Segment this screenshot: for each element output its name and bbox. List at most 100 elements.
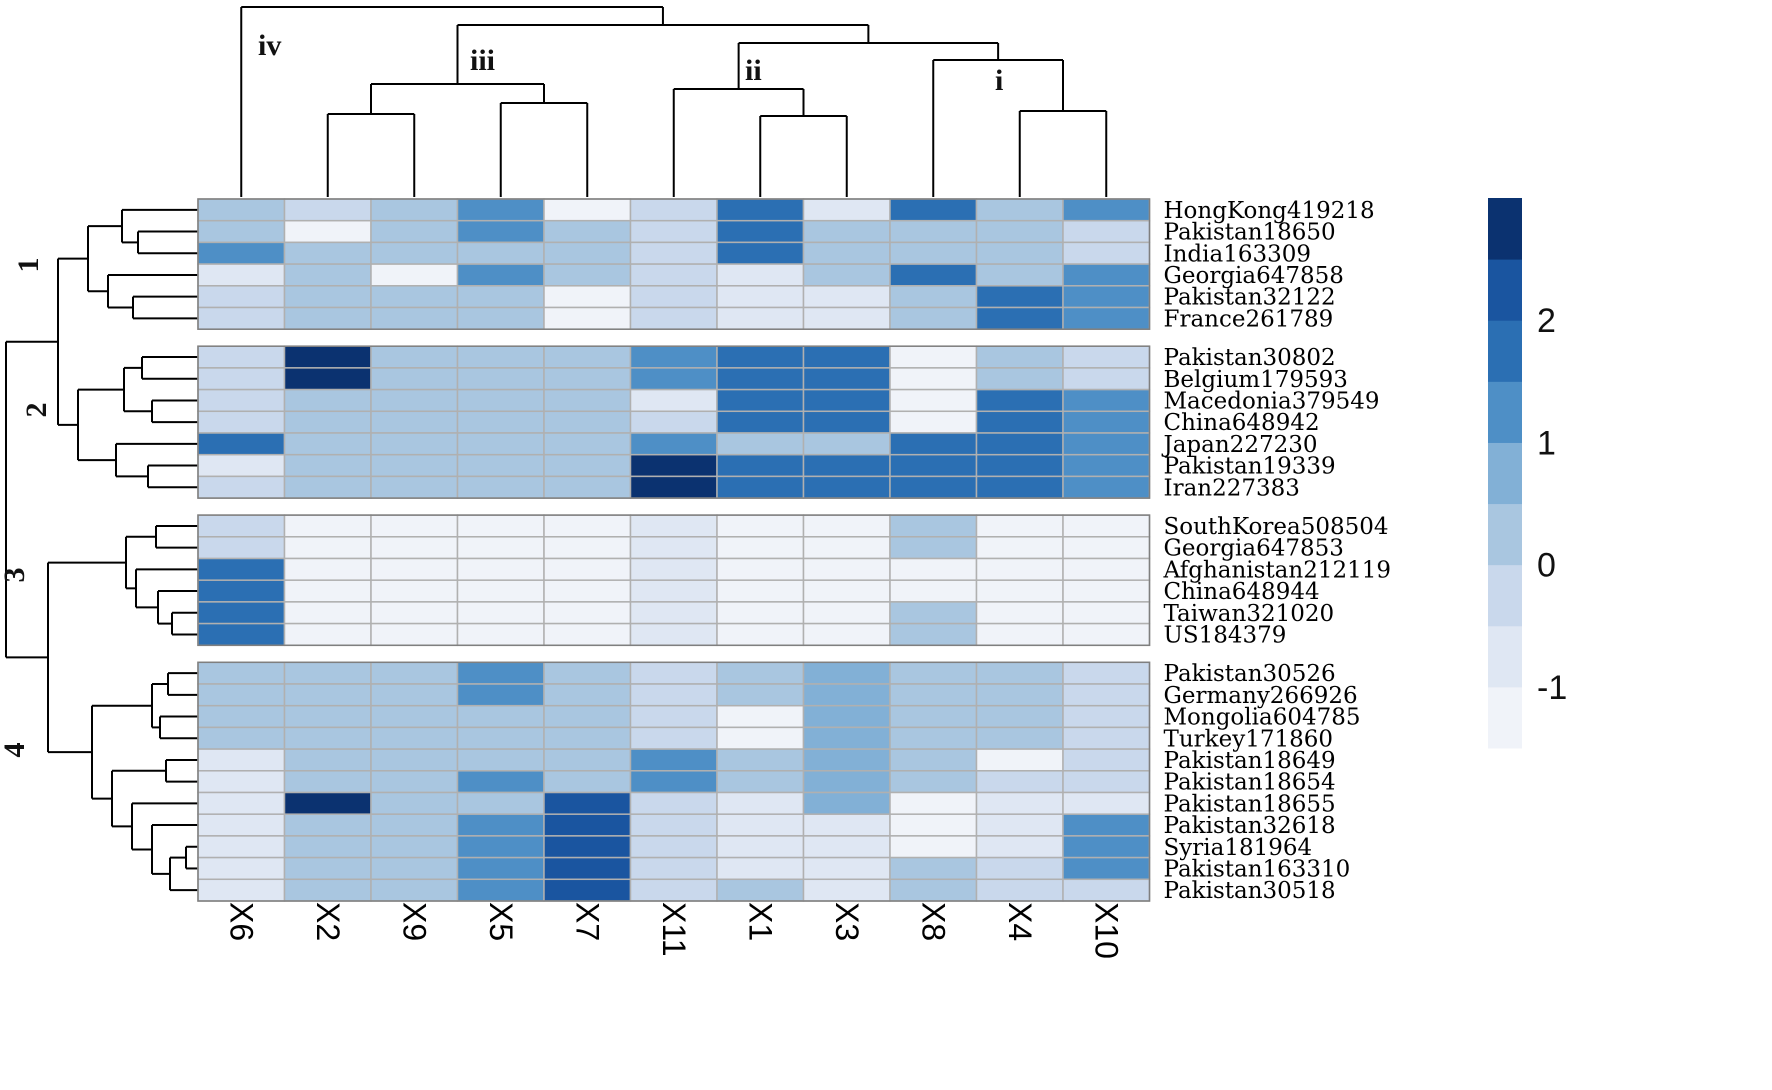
heatmap-cell [716, 601, 805, 625]
heatmap-cell [370, 432, 459, 456]
heatmap-cell [802, 198, 891, 222]
heatmap-cell [197, 835, 286, 859]
legend-swatch [1488, 198, 1522, 260]
heatmap-cell [889, 813, 978, 837]
heatmap-cell [1062, 748, 1151, 772]
heatmap-cell [197, 410, 286, 434]
heatmap-cell [197, 263, 286, 287]
heatmap-cell [629, 514, 718, 538]
heatmap-cell [456, 791, 545, 815]
column-label: X4 [1002, 902, 1038, 941]
heatmap-cell [543, 770, 632, 794]
heatmap-cell [802, 579, 891, 603]
heatmap-cell [889, 835, 978, 859]
heatmap-cell [629, 410, 718, 434]
heatmap-cell [802, 622, 891, 647]
heatmap-cell [370, 263, 459, 287]
heatmap-cell [975, 683, 1064, 707]
heatmap-cell [716, 622, 805, 647]
heatmap-cell [802, 601, 891, 625]
heatmap-cell [197, 683, 286, 707]
heatmap-cell [370, 410, 459, 434]
heatmap-cell [975, 410, 1064, 434]
heatmap-cell [283, 241, 372, 265]
heatmap-cell [975, 263, 1064, 287]
heatmap-cell [975, 813, 1064, 837]
heatmap-cell [975, 453, 1064, 478]
heatmap-cell [456, 536, 545, 560]
heatmap-cell [370, 388, 459, 413]
heatmap-cell [975, 661, 1064, 685]
heatmap-cell [716, 748, 805, 772]
heatmap-cell [889, 770, 978, 794]
column-label: X6 [223, 902, 259, 941]
heatmap-cell [802, 770, 891, 794]
row-label: Pakistan18655 [1164, 791, 1336, 817]
heatmap-cell [802, 410, 891, 434]
heatmap-cell [370, 557, 459, 581]
heatmap-cell [889, 661, 978, 685]
heatmap-cell [975, 622, 1064, 647]
row-group-frames [197, 198, 1151, 902]
heatmap-cell [889, 557, 978, 581]
heatmap-cell [629, 241, 718, 265]
heatmap-cell [370, 601, 459, 625]
heatmap-cell [197, 306, 286, 330]
heatmap-cell [1062, 285, 1151, 309]
heatmap-cell [716, 263, 805, 287]
heatmap-cell [543, 219, 632, 244]
heatmap-cell [197, 813, 286, 837]
heatmap-cell [629, 198, 718, 222]
heatmap-cell [629, 306, 718, 330]
heatmap-cell [889, 536, 978, 560]
heatmap-cell [197, 557, 286, 581]
legend-tick-label: 1 [1537, 424, 1556, 462]
heatmap-cell [716, 683, 805, 707]
heatmap-cell [1062, 263, 1151, 287]
legend-swatch [1488, 564, 1522, 627]
heatmap-cell [370, 770, 459, 794]
row-group-frame [197, 345, 1151, 499]
heatmap-cell [629, 536, 718, 560]
heatmap-cell [456, 285, 545, 309]
heatmap-cell [197, 475, 286, 499]
heatmap-cell [456, 263, 545, 287]
heatmap-cell [802, 813, 891, 837]
heatmap-cell [456, 579, 545, 603]
heatmap-cell [456, 683, 545, 707]
legend-swatch [1488, 320, 1522, 382]
heatmap-cell [975, 856, 1064, 881]
heatmap-cell [716, 514, 805, 538]
heatmap-cell [456, 345, 545, 369]
heatmap-cell [802, 856, 891, 881]
heatmap-cell [1062, 835, 1151, 859]
heatmap-cell [716, 410, 805, 434]
heatmap-cell [370, 835, 459, 859]
row-cluster-labels: 1 2 3 4 [0, 258, 53, 758]
heatmap-cell [543, 813, 632, 837]
heatmap-cell [889, 622, 978, 647]
heatmap-cell [456, 748, 545, 772]
heatmap-cell [1062, 432, 1151, 456]
heatmap-cell [716, 579, 805, 603]
heatmap-cell [629, 856, 718, 881]
heatmap-cell [283, 263, 372, 287]
heatmap-cell [975, 726, 1064, 750]
heatmap-cell [889, 514, 978, 538]
heatmap-cell [629, 388, 718, 413]
column-label: X10 [1088, 902, 1124, 959]
heatmap-cell [716, 475, 805, 499]
heatmap-cell [889, 388, 978, 413]
heatmap-cell [1062, 514, 1151, 538]
heatmap-cell [283, 475, 372, 499]
heatmap-cell [975, 475, 1064, 499]
heatmap-cell [543, 579, 632, 603]
heatmap-cell [629, 475, 718, 499]
heatmap-cell [889, 285, 978, 309]
heatmap-cell [456, 878, 545, 902]
heatmap-cell [456, 622, 545, 647]
heatmap-cell [889, 683, 978, 707]
column-cluster-label: i [995, 64, 1003, 97]
heatmap-cell [716, 557, 805, 581]
